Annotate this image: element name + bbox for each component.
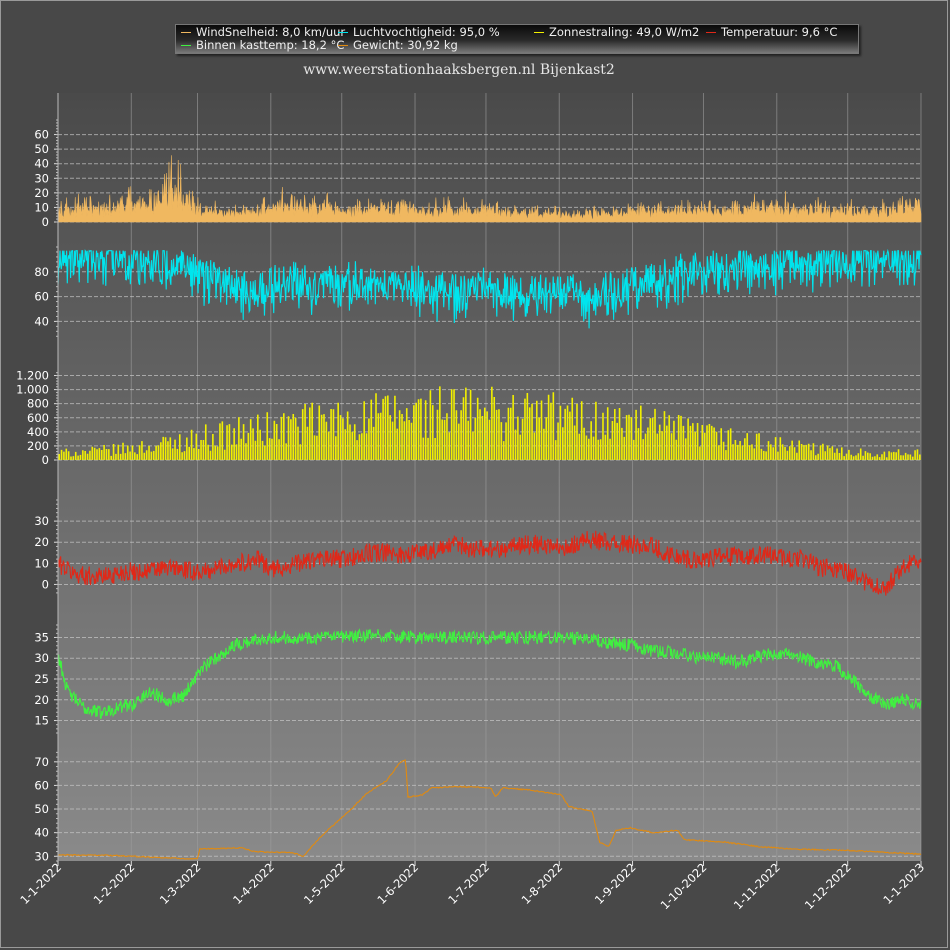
y-tick-label: 0 [42,577,49,591]
legend-label: Temperatuur: 9,6 °C [721,25,838,39]
x-tick-label: 1-6-2022 [374,860,421,907]
y-tick-label: 40 [34,157,49,171]
legend-swatch [338,45,348,46]
y-tick-label: 30 [34,651,49,665]
x-tick-label: 1-11-2022 [731,860,783,912]
legend-swatch [338,32,348,33]
y-tick-label: 30 [34,171,49,185]
chart-title: www.weerstationhaaksbergen.nl Bijenkast2 [303,62,615,78]
x-tick-label: 1-3-2022 [157,860,204,907]
y-tick-label: 30 [34,514,49,528]
series-4 [57,628,922,719]
panel-temperatuur: 0 10 20 30 [34,499,922,596]
y-tick-label: 0 [42,215,49,229]
series-5 [58,759,922,860]
legend-label: WindSnelheid: 8,0 km/uur [196,25,346,39]
y-tick-label: 60 [34,778,49,792]
y-tick-label: 20 [34,535,49,549]
y-tick-label: 20 [34,693,49,707]
series-2 [58,386,921,460]
y-tick-label: 60 [34,290,49,304]
y-tick-label: 50 [34,802,49,816]
y-tick-label: 600 [27,411,49,425]
x-tick-label: 1-5-2022 [301,860,348,907]
x-tick-label: 1-1-2023 [880,860,927,907]
y-tick-label: 70 [34,755,49,769]
x-tick-label: 1-4-2022 [230,860,277,907]
x-tick-label: 1-8-2022 [519,860,566,907]
legend-item-4: Binnen kasttemp: 18,2 °C [181,39,344,52]
y-tick-label: 1.000 [16,383,49,397]
y-tick-label: 30 [34,849,49,863]
series-1 [57,248,922,329]
legend-swatch [181,32,191,33]
y-tick-label: 35 [34,630,49,644]
y-tick-label: 20 [34,186,49,200]
y-tick-label: 400 [27,425,49,439]
y-tick-label: 0 [42,453,49,467]
legend: WindSnelheid: 8,0 km/uur Luchtvochtigheid… [175,24,859,54]
y-tick-label: 15 [34,714,49,728]
y-tick-label: 200 [27,439,49,453]
y-tick-label: 80 [34,265,49,279]
x-tick-label: 1-10-2022 [658,860,710,912]
y-tick-label: 10 [34,200,49,214]
y-tick-label: 60 [34,128,49,142]
x-tick-label: 1-12-2022 [802,860,854,912]
legend-swatch [181,45,191,46]
legend-item-2: Zonnestraling: 49,0 W/m2 [534,26,699,39]
legend-label: Binnen kasttemp: 18,2 °C [196,38,345,52]
y-tick-label: 40 [34,314,49,328]
x-tick-label: 1-2-2022 [91,860,138,907]
y-tick-label: 10 [34,556,49,570]
legend-swatch [706,32,716,33]
panel-luchtvochtigheid: 40 60 80 [34,246,922,337]
series-3 [57,530,922,596]
y-tick-label: 800 [27,397,49,411]
x-tick-label: 1-1-2022 [17,860,64,907]
y-tick-label: 25 [34,672,49,686]
y-tick-label: 50 [34,142,49,156]
y-tick-label: 1.200 [16,369,49,383]
series-0 [57,155,922,223]
legend-label: Luchtvochtigheid: 95,0 % [353,25,500,39]
legend-item-1: Luchtvochtigheid: 95,0 % [338,26,500,39]
legend-item-0: WindSnelheid: 8,0 km/uur [181,26,345,39]
x-tick-label: 1-7-2022 [445,860,492,907]
legend-label: Gewicht: 30,92 kg [353,38,458,52]
y-tick-label: 40 [34,826,49,840]
legend-item-3: Temperatuur: 9,6 °C [706,26,837,39]
legend-item-5: Gewicht: 30,92 kg [338,39,458,52]
x-tick-label: 1-9-2022 [592,860,639,907]
legend-swatch [534,32,544,33]
legend-label: Zonnestraling: 49,0 W/m2 [549,25,700,39]
